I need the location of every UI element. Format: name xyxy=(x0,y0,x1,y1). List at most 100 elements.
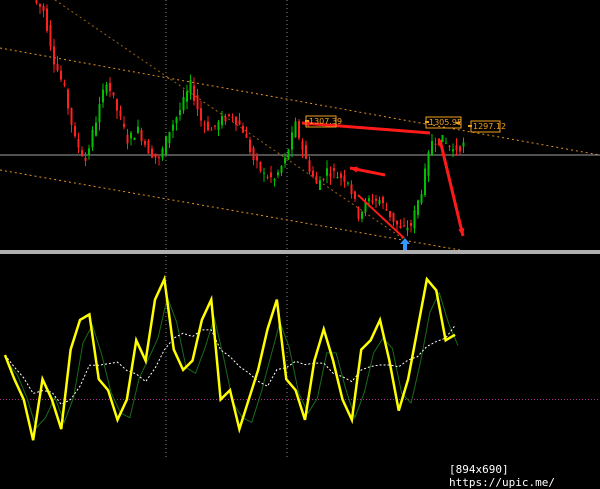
price-label-2: 1305.95 xyxy=(429,118,462,127)
candle-body xyxy=(140,130,143,142)
candle-body xyxy=(182,96,185,111)
candle-body xyxy=(126,134,129,144)
candle-body xyxy=(165,136,167,155)
candle-body xyxy=(84,157,87,161)
candle-body xyxy=(420,194,423,203)
watermark: [894x690] https://upic.me/ xyxy=(449,463,555,489)
candle-body xyxy=(175,117,178,124)
candle-body xyxy=(91,129,94,148)
candle-body xyxy=(266,177,269,179)
candle-body xyxy=(158,157,160,159)
candle-body xyxy=(287,149,290,159)
candle-body xyxy=(382,197,384,204)
candle-body xyxy=(280,165,283,173)
candle-body xyxy=(224,116,227,122)
candle-body xyxy=(238,120,241,125)
price-label-box xyxy=(305,115,337,128)
pane-separator xyxy=(0,250,600,254)
candle-body xyxy=(410,222,412,226)
candle-body xyxy=(133,137,136,140)
candle-body xyxy=(242,125,244,133)
candle-body xyxy=(147,140,150,154)
candle-body xyxy=(385,208,388,211)
candle-body xyxy=(333,168,335,171)
candle-body xyxy=(102,89,104,103)
candles xyxy=(35,0,465,237)
candle-body xyxy=(151,148,153,158)
candle-body xyxy=(284,157,286,164)
candle-body xyxy=(347,182,349,184)
candle-body xyxy=(130,132,132,139)
candle-body xyxy=(137,126,139,133)
candle-body xyxy=(35,0,38,3)
candle-body xyxy=(417,200,419,215)
red-arrow xyxy=(301,121,431,135)
candle-body xyxy=(186,91,188,102)
candle-body xyxy=(88,148,90,156)
candle-body xyxy=(123,123,125,128)
candle-body xyxy=(441,135,444,143)
candle-body xyxy=(329,173,332,177)
candle-body xyxy=(46,8,48,31)
candle-body xyxy=(56,63,59,71)
candle-body xyxy=(203,124,206,126)
candle-body xyxy=(116,99,118,111)
candle-body xyxy=(322,178,325,180)
buy-arrow-icon xyxy=(400,238,410,250)
candle-body xyxy=(70,108,73,125)
candle-body xyxy=(172,124,174,131)
candle-body xyxy=(63,83,66,86)
price-label-box xyxy=(470,120,501,133)
candle-body xyxy=(406,227,409,231)
candle-body xyxy=(459,146,461,152)
annotations xyxy=(301,120,472,250)
candle-body xyxy=(259,161,262,171)
candle-body xyxy=(74,125,76,137)
candle-body xyxy=(291,132,293,150)
candle-body xyxy=(308,160,311,172)
oscillator-pane xyxy=(0,274,600,441)
candle-body xyxy=(448,145,451,147)
candle-body xyxy=(263,172,265,174)
candle-body xyxy=(455,145,458,151)
candle-body xyxy=(168,131,171,144)
trend-line xyxy=(54,0,406,241)
candle-body xyxy=(452,149,454,152)
candle-body xyxy=(179,110,181,116)
candle-body xyxy=(364,201,367,212)
candle-body xyxy=(217,121,220,130)
candle-body xyxy=(298,121,300,139)
candle-body xyxy=(249,139,251,153)
candle-body xyxy=(392,212,395,222)
candle-body xyxy=(200,108,202,121)
candle-body xyxy=(189,80,192,93)
candle-body xyxy=(112,92,115,96)
channel-lower xyxy=(0,169,461,251)
candle-body xyxy=(207,121,209,131)
oscillator-signal-line xyxy=(4,325,456,406)
candle-body xyxy=(270,172,272,178)
candle-body xyxy=(361,211,363,219)
candle-body xyxy=(81,150,83,157)
candle-body xyxy=(39,3,41,7)
candle-body xyxy=(396,220,398,225)
candle-body xyxy=(336,176,339,179)
candle-body xyxy=(193,85,195,101)
price-marker xyxy=(425,121,429,123)
candle-body xyxy=(462,142,465,147)
candle-body xyxy=(277,172,279,176)
candle-body xyxy=(350,184,353,195)
candle-body xyxy=(228,114,230,116)
candle-body xyxy=(210,129,213,131)
candle-body xyxy=(53,46,55,65)
candle-body xyxy=(343,175,346,182)
candle-body xyxy=(371,200,374,203)
candle-body xyxy=(294,121,297,138)
candle-body xyxy=(431,141,433,156)
oscillator-main-line xyxy=(3,274,456,441)
candle-body xyxy=(231,116,234,118)
candle-body xyxy=(399,225,402,228)
candle-body xyxy=(49,24,52,47)
price-marker xyxy=(456,122,460,124)
